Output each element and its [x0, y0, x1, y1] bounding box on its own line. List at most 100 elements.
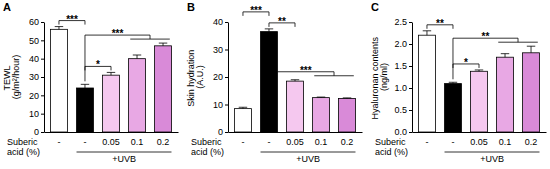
significance-label: ***	[112, 28, 124, 39]
y-tick-mark	[41, 114, 44, 115]
error-bar	[55, 27, 63, 30]
y-tick-label: 20	[29, 91, 39, 101]
y-tick-mark	[409, 66, 412, 67]
y-tick: 60	[29, 17, 44, 27]
y-tick-mark	[41, 59, 44, 60]
x-axis-title: Suberic acid (%)	[375, 137, 408, 157]
y-tick-label: 60	[29, 17, 39, 27]
error-bar	[265, 29, 273, 32]
plot: 0102030405060TEWL (g/m²/hour)--0.050.10.…	[2, 14, 179, 164]
y-tick: 0	[34, 127, 44, 137]
error-bar	[133, 55, 141, 59]
y-axis-line	[228, 23, 229, 133]
y-tick-mark	[225, 132, 228, 133]
bar	[497, 57, 514, 132]
bar	[103, 75, 120, 132]
y-tick-label: 10	[29, 109, 39, 119]
x-tick: 0.2	[525, 137, 538, 147]
x-tick: 0.05	[286, 137, 304, 147]
y-axis-line	[44, 23, 45, 133]
x-tick-label: -	[425, 137, 428, 147]
x-tick-label: 0.2	[341, 137, 354, 147]
y-tick-label: 20	[213, 72, 223, 82]
x-tick-label: 0.1	[499, 137, 512, 147]
group-line	[77, 152, 172, 153]
y-tick-mark	[409, 22, 412, 23]
y-tick-mark	[409, 132, 412, 133]
x-tick-label: 0.2	[525, 137, 538, 147]
y-tick-mark	[41, 132, 44, 133]
y-tick: 40	[29, 54, 44, 64]
significance-label: *	[96, 59, 100, 70]
y-tick-mark	[225, 77, 228, 78]
y-tick-mark	[41, 40, 44, 41]
y-axis: 0.0 0.5 1.0 1.5 2.0 2.5	[394, 17, 412, 137]
error-bar	[475, 70, 483, 71]
figure: 0102030405060TEWL (g/m²/hour)--0.050.10.…	[0, 0, 550, 169]
y-tick-label: 0.5	[394, 105, 407, 115]
y-tick-label: 2.5	[394, 17, 407, 27]
bar	[261, 32, 278, 132]
error-bar	[343, 97, 351, 99]
y-tick-label: 50	[29, 36, 39, 46]
significance-label: *	[464, 57, 468, 68]
panel: 0.0 0.5 1.0 1.5 2.0 2.5 Hyaluronan contents (n…	[370, 1, 547, 164]
bar	[155, 46, 172, 132]
y-tick-label: 0.0	[394, 127, 407, 137]
x-tick: 0.1	[315, 137, 328, 147]
significance-bracket	[277, 72, 353, 76]
y-tick-label: 0	[218, 127, 223, 137]
x-tick-label: -	[241, 137, 244, 147]
y-tick-label: 1.5	[394, 61, 407, 71]
x-tick: -	[425, 137, 428, 147]
y-axis-line	[412, 23, 413, 133]
y-tick-mark	[41, 95, 44, 96]
marks	[235, 29, 356, 132]
y-tick: 2.0	[394, 39, 412, 49]
x-axis: --0.050.10.2	[413, 133, 547, 148]
x-axis-title: Suberic acid (%)	[7, 137, 40, 157]
annotations: *******	[59, 14, 170, 82]
y-tick-mark	[409, 88, 412, 89]
y-tick-label: 30	[213, 45, 223, 55]
plot: 010203040Skin hydration (A.U.)--0.050.10…	[186, 5, 363, 164]
y-tick: 0.0	[394, 127, 412, 137]
significance-label: **	[482, 31, 490, 42]
panel-label: A	[3, 1, 11, 13]
error-bar	[449, 82, 457, 83]
group-line	[445, 152, 540, 153]
bar	[445, 84, 462, 132]
group-label: +UVB	[480, 154, 504, 164]
y-tick: 1.0	[394, 83, 412, 93]
y-tick: 20	[213, 72, 228, 82]
y-axis: 0 10 20 30 40 50 60	[29, 17, 45, 137]
y-axis-title: Hyaluronan contents (ng/ml)	[370, 34, 389, 119]
significance-label: **	[436, 18, 444, 29]
y-tick: 2.5	[394, 17, 412, 27]
bar	[77, 88, 94, 132]
significance-label: **	[278, 16, 286, 27]
x-tick-label: -	[83, 137, 86, 147]
x-tick-label: 0.05	[102, 137, 120, 147]
y-tick-label: 40	[213, 17, 223, 27]
bar	[287, 81, 304, 132]
y-axis-title: Skin hydration (A.U.)	[186, 47, 205, 107]
y-tick: 30	[29, 72, 44, 82]
significance-label: ***	[250, 5, 262, 16]
bar	[51, 29, 68, 132]
x-axis-line	[45, 132, 179, 133]
group-label: +UVB	[112, 154, 136, 164]
y-tick-mark	[225, 105, 228, 106]
x-tick: -	[57, 137, 60, 147]
y-axis: 010203040	[213, 17, 229, 137]
x-tick: 0.1	[499, 137, 512, 147]
x-tick-label: 0.1	[315, 137, 328, 147]
x-tick-label: 0.05	[286, 137, 304, 147]
error-bar	[291, 80, 299, 81]
y-tick: 40	[213, 17, 228, 27]
x-tick: 0.05	[470, 137, 488, 147]
error-bar	[527, 46, 535, 53]
y-tick: 20	[29, 91, 44, 101]
y-tick: 0.5	[394, 105, 412, 115]
x-tick-label: 0.2	[157, 137, 170, 147]
